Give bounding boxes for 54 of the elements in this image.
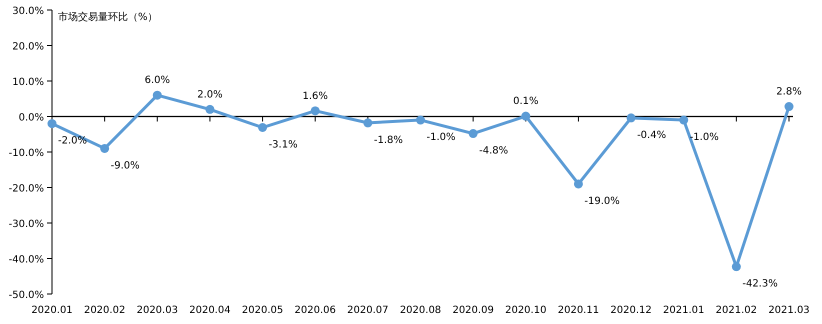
x-tick-label: 2020.05	[242, 305, 284, 316]
point	[574, 179, 583, 188]
x-tick-label: 2020.08	[400, 305, 442, 316]
point	[521, 112, 530, 121]
point	[679, 116, 688, 125]
point	[152, 90, 162, 100]
data-label: -4.8%	[479, 146, 508, 157]
data-label: -19.0%	[584, 196, 620, 207]
point	[784, 102, 794, 112]
y-tick-label: -10.0%	[8, 148, 44, 159]
x-tick-label: 2020.09	[452, 305, 494, 316]
x-tick-label: 2020.06	[294, 305, 336, 316]
x-tick-label: 2020.10	[505, 305, 546, 316]
point	[468, 129, 478, 138]
data-label: -1.0%	[426, 132, 456, 144]
point	[48, 119, 56, 128]
y-tick-label: -50.0%	[8, 290, 44, 301]
x-tick-label: 2020.12	[610, 305, 652, 316]
x-tick-label: 2020.11	[558, 305, 600, 316]
y-tick-label: 10.0%	[12, 77, 44, 88]
y-axis-title: 市场交易量环比（%）	[58, 11, 158, 23]
data-label: 1.6%	[302, 90, 328, 102]
x-tick-label: 2021.01	[663, 305, 704, 316]
data-label: -2.0%	[58, 136, 88, 147]
y-tick-label: 30.0%	[12, 6, 44, 17]
point	[732, 262, 741, 272]
y-tick-label: -40.0%	[8, 254, 44, 266]
x-tick-label: 2020.03	[136, 305, 178, 316]
x-tick-label: 2021.02	[716, 305, 758, 316]
point	[100, 144, 110, 153]
data-label: 6.0%	[144, 75, 170, 86]
point	[205, 104, 214, 114]
point	[310, 106, 320, 116]
x-tick-label: 2020.02	[84, 305, 126, 316]
point	[626, 113, 636, 122]
y-tick-label: -20.0%	[8, 184, 44, 194]
y-tick-label: 20.0%	[12, 42, 44, 52]
data-label: -0.4%	[637, 130, 666, 141]
point	[258, 123, 268, 132]
data-label: 2.0%	[197, 89, 223, 100]
x-tick-label: 2020.04	[189, 305, 231, 316]
data-label: 0.1%	[513, 96, 538, 108]
point	[416, 116, 425, 125]
data-label: -42.3%	[742, 278, 778, 290]
x-tick-label: 2020.07	[347, 305, 389, 316]
data-label: 2.8%	[776, 86, 802, 98]
x-tick-label: 2021.03	[768, 305, 810, 316]
y-tick-label: 0.0%	[18, 112, 44, 124]
data-label: -1.8%	[374, 134, 403, 146]
data-label: -9.0%	[110, 160, 140, 172]
x-tick-label: 2020.01	[31, 305, 73, 316]
data-label: -3.1%	[268, 140, 298, 151]
point	[363, 118, 372, 128]
y-tick-label: -30.0%	[8, 219, 44, 230]
